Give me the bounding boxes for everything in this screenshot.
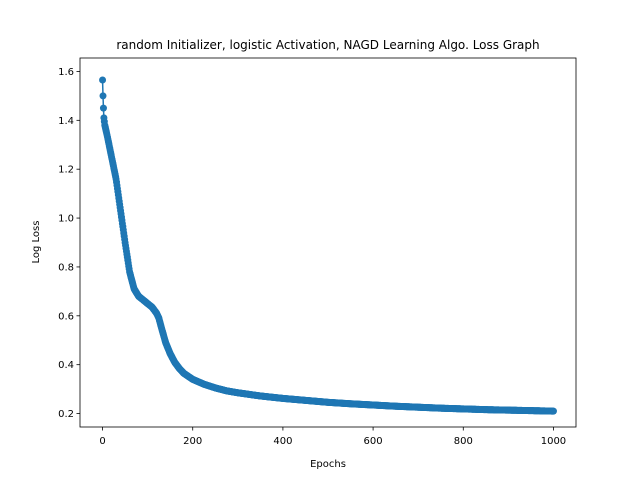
y-tick-label: 1.2 [58, 165, 74, 176]
x-tick-label: 800 [454, 436, 473, 447]
y-tick-label: 0.8 [58, 262, 74, 273]
y-axis-label: Log Loss [31, 221, 42, 264]
y-tick-label: 0.4 [58, 360, 74, 371]
x-tick-label: 400 [273, 436, 292, 447]
x-axis-label: Epochs [310, 459, 346, 470]
x-tick-label: 0 [99, 436, 105, 447]
data-point [549, 407, 557, 415]
chart-title: random Initializer, logistic Activation,… [116, 38, 539, 52]
data-point [99, 76, 107, 84]
data-point [99, 104, 107, 112]
y-tick-label: 0.2 [58, 409, 74, 420]
x-tick-label: 1000 [541, 436, 566, 447]
axis-ticks: 0 200 400 600 800 1000 0.2 0.4 0.6 0.8 1.0 1.2 1.4 1.… [58, 67, 566, 447]
x-tick-label: 200 [183, 436, 202, 447]
series-line [101, 79, 554, 412]
data-point [99, 92, 107, 100]
data-series [99, 76, 557, 415]
y-tick-label: 1.4 [58, 116, 74, 127]
y-tick-label: 0.6 [58, 311, 74, 322]
x-tick-label: 600 [364, 436, 383, 447]
plot-frame [79, 57, 577, 428]
y-tick-label: 1.6 [58, 67, 74, 78]
y-tick-label: 1.0 [58, 214, 74, 225]
